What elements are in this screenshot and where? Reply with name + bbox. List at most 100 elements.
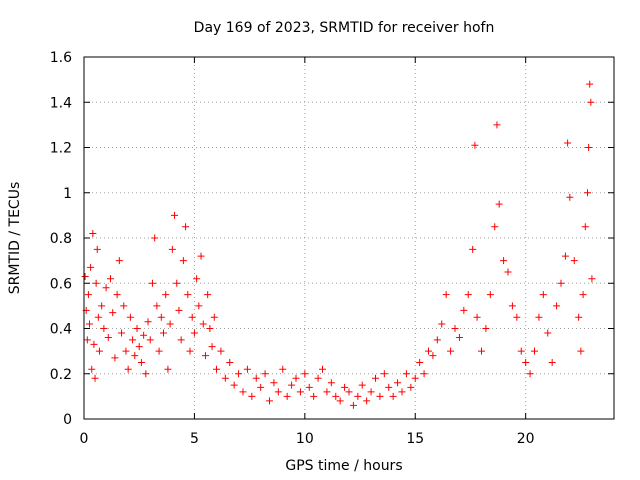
data-point (577, 347, 585, 355)
data-point (570, 257, 578, 265)
data-point (522, 358, 530, 366)
data-point (301, 370, 309, 378)
data-point (217, 347, 225, 355)
data-point (367, 388, 375, 396)
data-point (389, 392, 397, 400)
data-point (385, 383, 393, 391)
data-point (447, 347, 455, 355)
data-point (460, 306, 468, 314)
data-point (171, 211, 179, 219)
data-point (115, 257, 123, 265)
data-point (124, 365, 132, 373)
data-point (210, 313, 218, 321)
y-axis-label: SRMTID / TECUs (7, 182, 23, 295)
data-point (394, 379, 402, 387)
data-point (557, 279, 565, 287)
data-point (87, 263, 95, 271)
data-point (120, 302, 128, 310)
data-point (122, 347, 130, 355)
data-point (588, 275, 596, 283)
data-point (526, 370, 534, 378)
data-point (129, 336, 137, 344)
data-point (327, 379, 335, 387)
data-point (86, 320, 94, 328)
data-point (93, 245, 101, 253)
data-point (363, 397, 371, 405)
data-point (226, 358, 234, 366)
data-point (89, 229, 97, 237)
data-point (146, 336, 154, 344)
data-point (91, 374, 99, 382)
data-point (173, 279, 181, 287)
data-point (175, 306, 183, 314)
y-tick-label: 1.2 (50, 141, 72, 157)
data-point (478, 347, 485, 355)
data-point (100, 325, 108, 332)
data-point (553, 302, 561, 310)
data-point (257, 383, 265, 391)
data-point (109, 309, 117, 317)
y-tick-label: 0.6 (50, 276, 72, 292)
data-point (94, 313, 102, 321)
data-point (508, 302, 516, 310)
data-point (548, 358, 556, 366)
data-point (283, 392, 291, 400)
data-point (296, 388, 304, 396)
data-point (193, 275, 201, 283)
data-point (332, 392, 340, 400)
data-point (349, 401, 357, 409)
data-point (292, 374, 300, 382)
data-point (279, 365, 287, 373)
data-point (204, 291, 212, 299)
data-point (133, 325, 141, 332)
data-point (539, 291, 547, 299)
data-point (92, 279, 100, 287)
data-point (83, 336, 91, 344)
data-point (168, 245, 176, 253)
data-point (151, 234, 159, 242)
data-point (274, 388, 282, 396)
data-point (135, 343, 143, 351)
data-point (137, 358, 145, 366)
data-point (531, 347, 538, 355)
x-tick-label: 5 (190, 431, 199, 447)
data-point (243, 365, 251, 373)
data-point (354, 392, 362, 400)
data-point (451, 325, 459, 332)
x-axis-label: GPS time / hours (285, 458, 402, 474)
data-point (429, 352, 437, 360)
data-point (402, 370, 410, 378)
data-point (179, 257, 187, 265)
data-point (380, 370, 388, 378)
data-point (184, 291, 192, 299)
data-point (442, 291, 450, 299)
data-point (581, 223, 589, 231)
data-point (81, 272, 89, 280)
data-point (455, 334, 463, 342)
data-point (199, 320, 207, 328)
data-point (98, 302, 106, 310)
data-point (438, 320, 446, 328)
data-point (314, 374, 322, 382)
data-point (323, 388, 331, 396)
data-point (310, 392, 318, 400)
data-point (197, 252, 205, 260)
data-point (111, 354, 119, 362)
data-point (177, 336, 185, 344)
data-point (464, 291, 472, 299)
data-point (102, 284, 110, 292)
data-point (495, 200, 503, 208)
data-point (113, 291, 121, 299)
y-tick-label: 1.6 (50, 50, 72, 66)
y-tick-label: 0 (63, 412, 72, 428)
data-point (319, 365, 326, 373)
data-point (566, 193, 574, 201)
data-point (195, 302, 203, 310)
data-point (88, 365, 96, 373)
data-point (142, 370, 150, 378)
data-point (162, 291, 170, 299)
data-point (305, 383, 313, 391)
data-point (585, 144, 593, 151)
